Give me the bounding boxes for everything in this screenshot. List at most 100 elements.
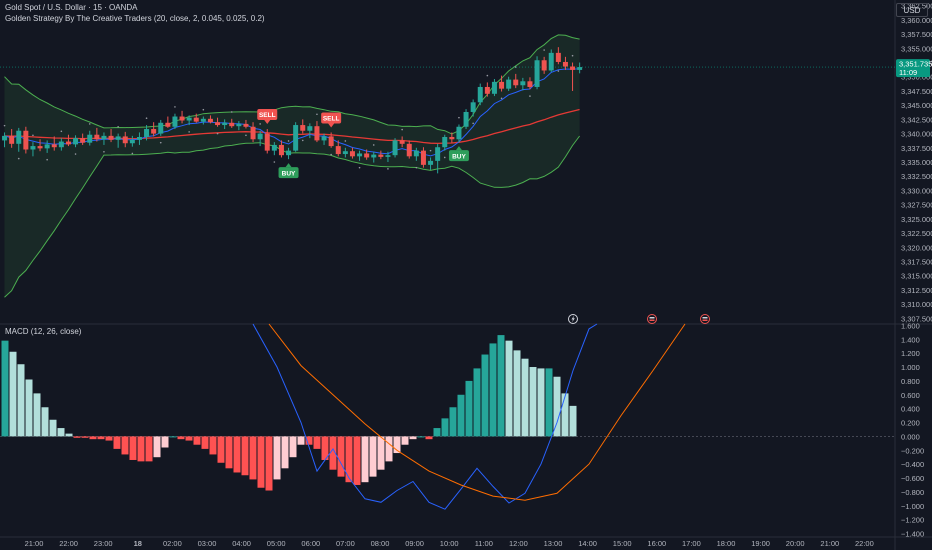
candle-body: [179, 116, 185, 121]
band-upper-line: [4, 34, 580, 135]
candle-body: [271, 144, 277, 151]
sar-dot: [571, 54, 574, 57]
sar-dot: [88, 123, 91, 125]
time-tick-label: 19:00: [751, 539, 770, 548]
candle-body: [470, 102, 476, 112]
macd-histogram-bar: [489, 343, 497, 437]
candle-body: [236, 123, 242, 127]
candle-body: [413, 150, 419, 157]
candle-body: [527, 81, 533, 87]
signal-box: [278, 167, 299, 179]
macd-histogram-bar: [97, 436, 105, 440]
macd-histogram-bar: [81, 436, 89, 438]
candle-body: [307, 126, 313, 131]
signal-box: [321, 112, 342, 124]
macd-histogram-bar: [569, 405, 577, 437]
macd-tick-label: 1.200: [901, 349, 920, 358]
time-tick-label: 22:00: [59, 539, 78, 548]
macd-histogram-bar: [401, 436, 409, 445]
price-tick-label: 3,337.500: [901, 144, 932, 153]
lightning-event-icon: [568, 314, 578, 324]
sar-dot: [131, 152, 134, 155]
signal-buy: BUY: [278, 163, 299, 179]
candle-body: [548, 52, 554, 71]
price-tick-label: 3,325.000: [901, 215, 932, 224]
macd-tick-label: −1.400: [901, 530, 924, 539]
macd-title[interactable]: MACD (12, 26, close): [5, 327, 82, 336]
sar-dot: [358, 166, 361, 169]
sar-dot: [500, 97, 503, 100]
macd-histogram-bar: [289, 436, 297, 458]
sar-dot: [543, 49, 545, 51]
currency-button[interactable]: USD: [896, 3, 928, 17]
macd-histogram-bar: [497, 335, 505, 437]
sar-dot: [32, 134, 34, 137]
macd-histogram-bar: [161, 436, 169, 448]
fast-ma-line: [4, 68, 580, 157]
sar-dot: [486, 74, 489, 77]
symbol-title[interactable]: Gold Spot / U.S. Dollar · 15 · OANDA: [5, 3, 138, 12]
candle-body: [435, 147, 441, 161]
candle-body: [58, 141, 64, 148]
candle-body: [286, 150, 292, 156]
price-tick-label: 3,362.500: [901, 2, 932, 11]
price-axis[interactable]: 3,362.500 3,360.000 3,357.500 3,355.000 3,35…: [896, 2, 932, 539]
macd-tick-label: −1.200: [901, 516, 924, 525]
time-tick-label: 16:00: [647, 539, 666, 548]
signal-pointer: [264, 120, 271, 125]
time-tick-label: 05:00: [267, 539, 286, 548]
macd-histogram-bar: [537, 368, 545, 437]
price-tick-label: 3,320.000: [901, 243, 932, 252]
candle-body: [257, 133, 263, 140]
macd-histogram-bar: [49, 419, 57, 437]
slow-ma-line: [4, 108, 580, 145]
sar-dot: [401, 128, 403, 131]
signal-label: BUY: [452, 153, 466, 160]
flag-event-icon: [647, 314, 657, 324]
macd-line: [252, 323, 598, 510]
candle-body: [278, 144, 284, 156]
candle-body: [136, 136, 142, 140]
macd-histogram-bar: [345, 436, 353, 483]
sar-dot: [159, 141, 162, 144]
signal-sell: SELL: [257, 109, 278, 125]
candle-body: [420, 150, 426, 165]
macd-histogram-bar: [449, 407, 457, 437]
sar-dot: [273, 161, 276, 163]
macd-histogram-bar: [513, 350, 521, 437]
macd-histogram-bar: [9, 351, 17, 437]
sar-dot: [472, 122, 474, 125]
time-axis[interactable]: 21:00 22:00 23:00 18 02:00 03:00 04:00 05:00 06:…: [25, 539, 874, 548]
sar-dot: [372, 144, 375, 146]
event-markers[interactable]: [568, 314, 710, 324]
sar-dot: [529, 95, 531, 97]
macd-histogram-bar: [553, 376, 561, 437]
macd-histogram-bar: [353, 436, 361, 485]
macd-histogram-bar: [185, 436, 193, 441]
candle-body: [94, 134, 100, 140]
price-tick-label: 3,315.000: [901, 272, 932, 281]
candle-body: [555, 52, 561, 62]
price-tick-label: 3,345.000: [901, 101, 932, 110]
macd-histogram-bar: [505, 340, 513, 437]
candle-body: [378, 154, 384, 157]
sar-dot: [344, 140, 347, 142]
signal-pointer: [285, 163, 292, 168]
macd-histogram-bar: [377, 436, 385, 470]
time-tick-label: 14:00: [578, 539, 597, 548]
candle-body: [108, 135, 114, 140]
candle-body: [293, 125, 299, 151]
indicator-title[interactable]: Golden Strategy By The Creative Traders …: [5, 14, 265, 23]
candle-body: [101, 135, 107, 140]
candle-body: [335, 146, 341, 155]
time-tick-label: 22:00: [855, 539, 874, 548]
candle-body: [300, 125, 306, 131]
macd-histogram-bar: [249, 436, 257, 480]
macd-histogram-bar: [305, 436, 313, 445]
time-tick-label: 17:00: [682, 539, 701, 548]
sar-dot: [230, 111, 233, 113]
bollinger-band: [4, 34, 581, 298]
price-tick-label: 3,310.000: [901, 300, 932, 309]
macd-tick-label: −0.800: [901, 488, 924, 497]
